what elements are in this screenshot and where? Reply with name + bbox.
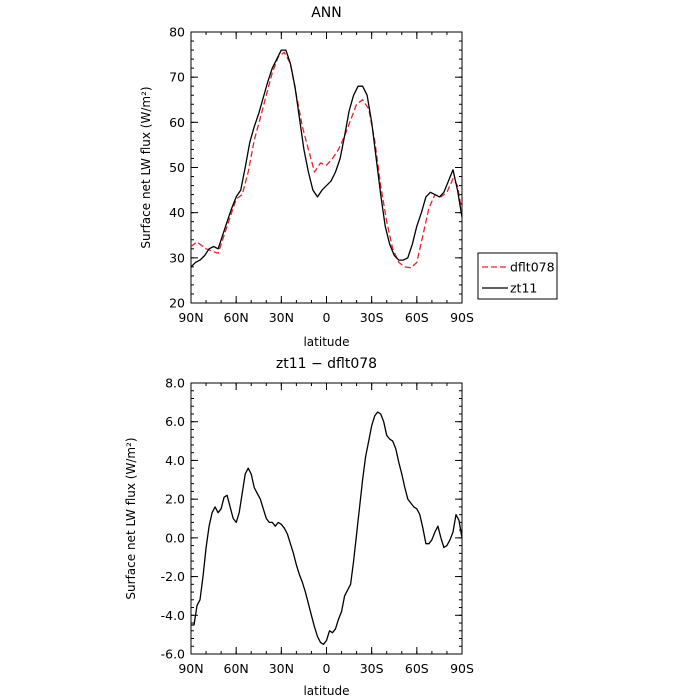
y-tick-label: 30 (169, 250, 185, 265)
y-tick-label: 2.0 (165, 492, 185, 507)
y-tick-label: 60 (169, 115, 185, 130)
y-tick-label: 50 (169, 160, 185, 175)
y-tick-label: 4.0 (165, 453, 185, 468)
y-tick-label: 20 (169, 296, 185, 311)
x-tick-label: 90N (178, 310, 203, 325)
legend: dflt078 zt11 (477, 252, 558, 300)
panel-annual-mean: 90N 60N 30N 0 30S 60S 90S 20 30 40 50 60 70 80 ANN lati… (139, 5, 558, 349)
x-tick-label: 90S (450, 310, 474, 325)
y-tick-label: 40 (169, 205, 185, 220)
y-tick-label: -2.0 (161, 569, 185, 584)
series-line-dflt078 (191, 51, 462, 269)
legend-label-zt11: zt11 (510, 281, 537, 296)
y-tick-label: -4.0 (161, 608, 185, 623)
x-tick-label: 30N (269, 661, 294, 676)
series-line-difference (191, 411, 462, 645)
y-tick-label: 8.0 (165, 376, 185, 391)
y-tick-label: 70 (169, 70, 185, 85)
x-tick-label: 60S (405, 310, 429, 325)
x-tick-label: 30S (360, 310, 384, 325)
x-tick-label: 0 (323, 661, 331, 676)
x-tick-label: 60S (405, 661, 429, 676)
y-tick-label: 6.0 (165, 414, 185, 429)
legend-box (477, 252, 558, 300)
panel-difference: 90N 60N 30N 0 30S 60S 90S -6.0 -4.0 -2.0 0.0 2.0 4.0… (124, 356, 474, 698)
legend-label-dflt078: dflt078 (510, 260, 555, 275)
y-axis-label: Surface net LW flux (W/m²) (139, 86, 153, 248)
x-axis-label: latitude (303, 684, 349, 698)
x-tick-label: 30N (269, 310, 294, 325)
chart-title: zt11 − dflt078 (276, 356, 377, 372)
y-tick-label: 80 (169, 25, 185, 40)
x-axis-label: latitude (303, 335, 349, 349)
x-tick-label: 90N (178, 661, 203, 676)
x-tick-label: 0 (323, 310, 331, 325)
y-tick-label: 0.0 (165, 530, 185, 545)
y-tick-label: -6.0 (161, 647, 185, 662)
x-tick-label: 60N (224, 310, 249, 325)
chart-title: ANN (311, 5, 342, 21)
x-tick-label: 90S (450, 661, 474, 676)
plot-frame (190, 31, 463, 304)
series-line-zt11 (191, 49, 462, 268)
x-tick-label: 30S (360, 661, 384, 676)
x-tick-label: 60N (224, 661, 249, 676)
y-axis-label: Surface net LW flux (W/m²) (124, 437, 138, 599)
